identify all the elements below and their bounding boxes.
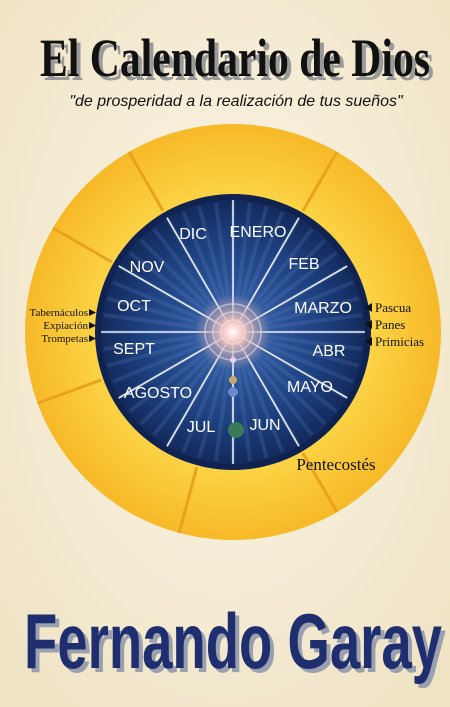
- cover: El Calendario de Dios El Calendario de D…: [0, 0, 450, 707]
- calendar-art: [25, 124, 441, 540]
- month-label: AGOSTO: [124, 385, 192, 402]
- author: Fernando Garay: [24, 597, 442, 685]
- feast-label: Tabernáculos: [30, 307, 88, 319]
- feast-label: Primicias: [375, 334, 424, 349]
- month-label: MARZO: [294, 300, 352, 317]
- feast-label: Pascua: [375, 300, 411, 315]
- planet: [228, 422, 244, 438]
- month-label: MAYO: [287, 379, 333, 396]
- month-label: FEB: [288, 256, 319, 273]
- feast-label: Expiación: [43, 320, 88, 332]
- title: El Calendario de Dios: [40, 28, 430, 88]
- month-label: OCT: [117, 298, 151, 315]
- pentecost-label: Pentecostés: [296, 455, 375, 474]
- month-label: SEPT: [113, 341, 155, 358]
- feast-label: Trompetas: [41, 333, 88, 345]
- subtitle: "de prosperidad a la realización de tus …: [69, 93, 404, 110]
- month-label: ABR: [313, 343, 346, 360]
- month-label: NOV: [130, 259, 165, 276]
- month-label: DIC: [179, 226, 207, 243]
- page: {"header": {"title": "El Calendario de D…: [0, 0, 450, 707]
- planet: [230, 357, 236, 363]
- month-label: JUL: [187, 419, 216, 436]
- planet: [229, 376, 237, 384]
- feast-label: Panes: [375, 317, 405, 332]
- planet: [228, 387, 238, 397]
- month-label: ENERO: [230, 224, 287, 241]
- month-label: JUN: [249, 417, 280, 434]
